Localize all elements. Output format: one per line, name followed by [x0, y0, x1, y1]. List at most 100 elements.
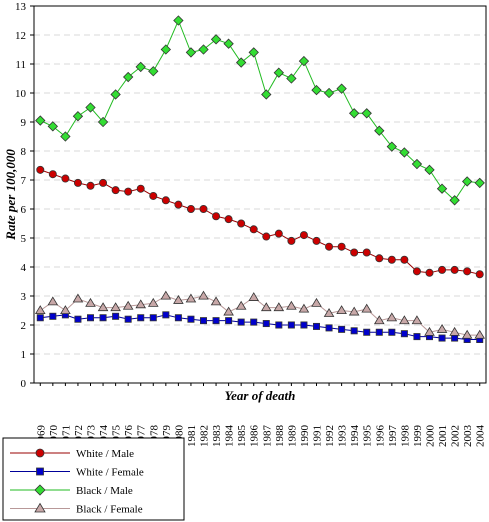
data-point	[122, 300, 134, 310]
x-tick-label: 2002	[450, 425, 462, 447]
data-point	[438, 334, 446, 342]
data-point	[35, 115, 46, 126]
data-point	[224, 215, 233, 224]
data-point	[36, 165, 45, 174]
x-tick-label: 1992	[324, 425, 336, 447]
data-point	[274, 229, 283, 238]
data-point	[399, 147, 410, 158]
legend-item: Black / Male	[10, 484, 133, 497]
data-point	[225, 317, 233, 325]
data-point	[362, 248, 371, 257]
y-tick-label: 10	[15, 88, 27, 100]
y-tick-label: 0	[21, 378, 27, 390]
data-point	[149, 191, 158, 200]
data-point	[300, 321, 308, 329]
data-point	[223, 38, 234, 49]
data-point	[463, 267, 472, 276]
legend-marker	[34, 484, 46, 496]
data-point	[73, 178, 82, 187]
x-tick-label: 1989	[286, 425, 298, 448]
data-point	[186, 204, 195, 213]
legend-label: Black / Male	[76, 485, 133, 497]
data-point	[174, 200, 183, 209]
data-point	[438, 265, 447, 274]
data-point	[425, 268, 434, 277]
y-tick-label: 7	[21, 175, 27, 187]
x-tick-label: 2001	[437, 425, 449, 447]
data-point	[187, 315, 195, 323]
data-point	[411, 315, 423, 325]
data-point	[199, 204, 208, 213]
data-point	[399, 315, 410, 325]
data-point	[388, 328, 396, 336]
data-point	[136, 184, 145, 193]
data-point	[436, 183, 448, 194]
data-point	[210, 34, 222, 45]
data-point	[260, 302, 272, 312]
data-point	[424, 326, 435, 336]
legend-item: White / Female	[10, 467, 144, 479]
x-tick-label: 1985	[236, 425, 248, 448]
data-point	[261, 89, 272, 100]
data-point	[325, 242, 334, 251]
data-point	[325, 324, 333, 332]
x-tick-label: 1981	[186, 425, 198, 447]
data-point	[373, 315, 385, 325]
data-point	[348, 306, 360, 316]
x-tick-label: 1986	[249, 425, 261, 448]
data-point	[47, 296, 59, 306]
data-point	[60, 131, 71, 142]
data-point	[424, 164, 435, 176]
y-tick-label: 5	[21, 233, 27, 245]
x-tick-label: 1994	[349, 425, 361, 448]
y-tick-label: 13	[15, 1, 27, 13]
data-point	[262, 232, 271, 241]
legend-label: Black / Female	[76, 504, 143, 516]
data-point	[449, 326, 460, 336]
x-tick-label: 1996	[374, 425, 386, 448]
data-point	[350, 248, 359, 257]
data-point	[237, 318, 245, 326]
y-axis-title: Rate per 100,000	[3, 149, 18, 241]
data-point	[47, 121, 58, 132]
data-point	[323, 87, 335, 99]
data-point	[137, 314, 145, 322]
data-point	[185, 47, 197, 58]
data-point	[99, 178, 108, 187]
data-point	[249, 225, 258, 234]
data-point	[273, 302, 285, 312]
data-point	[72, 293, 84, 303]
data-point	[275, 321, 283, 329]
data-point	[474, 177, 485, 189]
data-point	[311, 297, 322, 307]
data-point	[236, 57, 247, 68]
data-point	[436, 323, 448, 333]
data-point	[124, 187, 133, 196]
x-tick-label: 1991	[312, 425, 324, 447]
data-point	[273, 67, 284, 78]
data-point	[312, 322, 320, 330]
legend-marker	[36, 467, 44, 476]
legend-item: White / Male	[10, 448, 134, 460]
data-point	[336, 83, 347, 94]
x-tick-label: 1998	[399, 425, 411, 448]
y-tick-label: 6	[21, 204, 27, 216]
data-point	[72, 111, 84, 122]
data-point	[161, 196, 170, 205]
legend-box	[2, 437, 185, 521]
legend: White / Male White / Female Black / Male Bl…	[2, 437, 185, 521]
data-point	[110, 302, 121, 312]
data-point	[338, 325, 346, 333]
y-tick-label: 12	[15, 30, 26, 42]
data-point	[363, 328, 371, 336]
data-point	[262, 320, 270, 328]
y-tick-label: 2	[21, 320, 27, 332]
data-point	[387, 255, 396, 264]
data-point	[287, 321, 295, 329]
data-point	[286, 73, 297, 84]
data-point	[412, 267, 421, 276]
data-point	[198, 290, 209, 300]
data-point	[61, 174, 70, 183]
series-white-female	[36, 311, 484, 343]
